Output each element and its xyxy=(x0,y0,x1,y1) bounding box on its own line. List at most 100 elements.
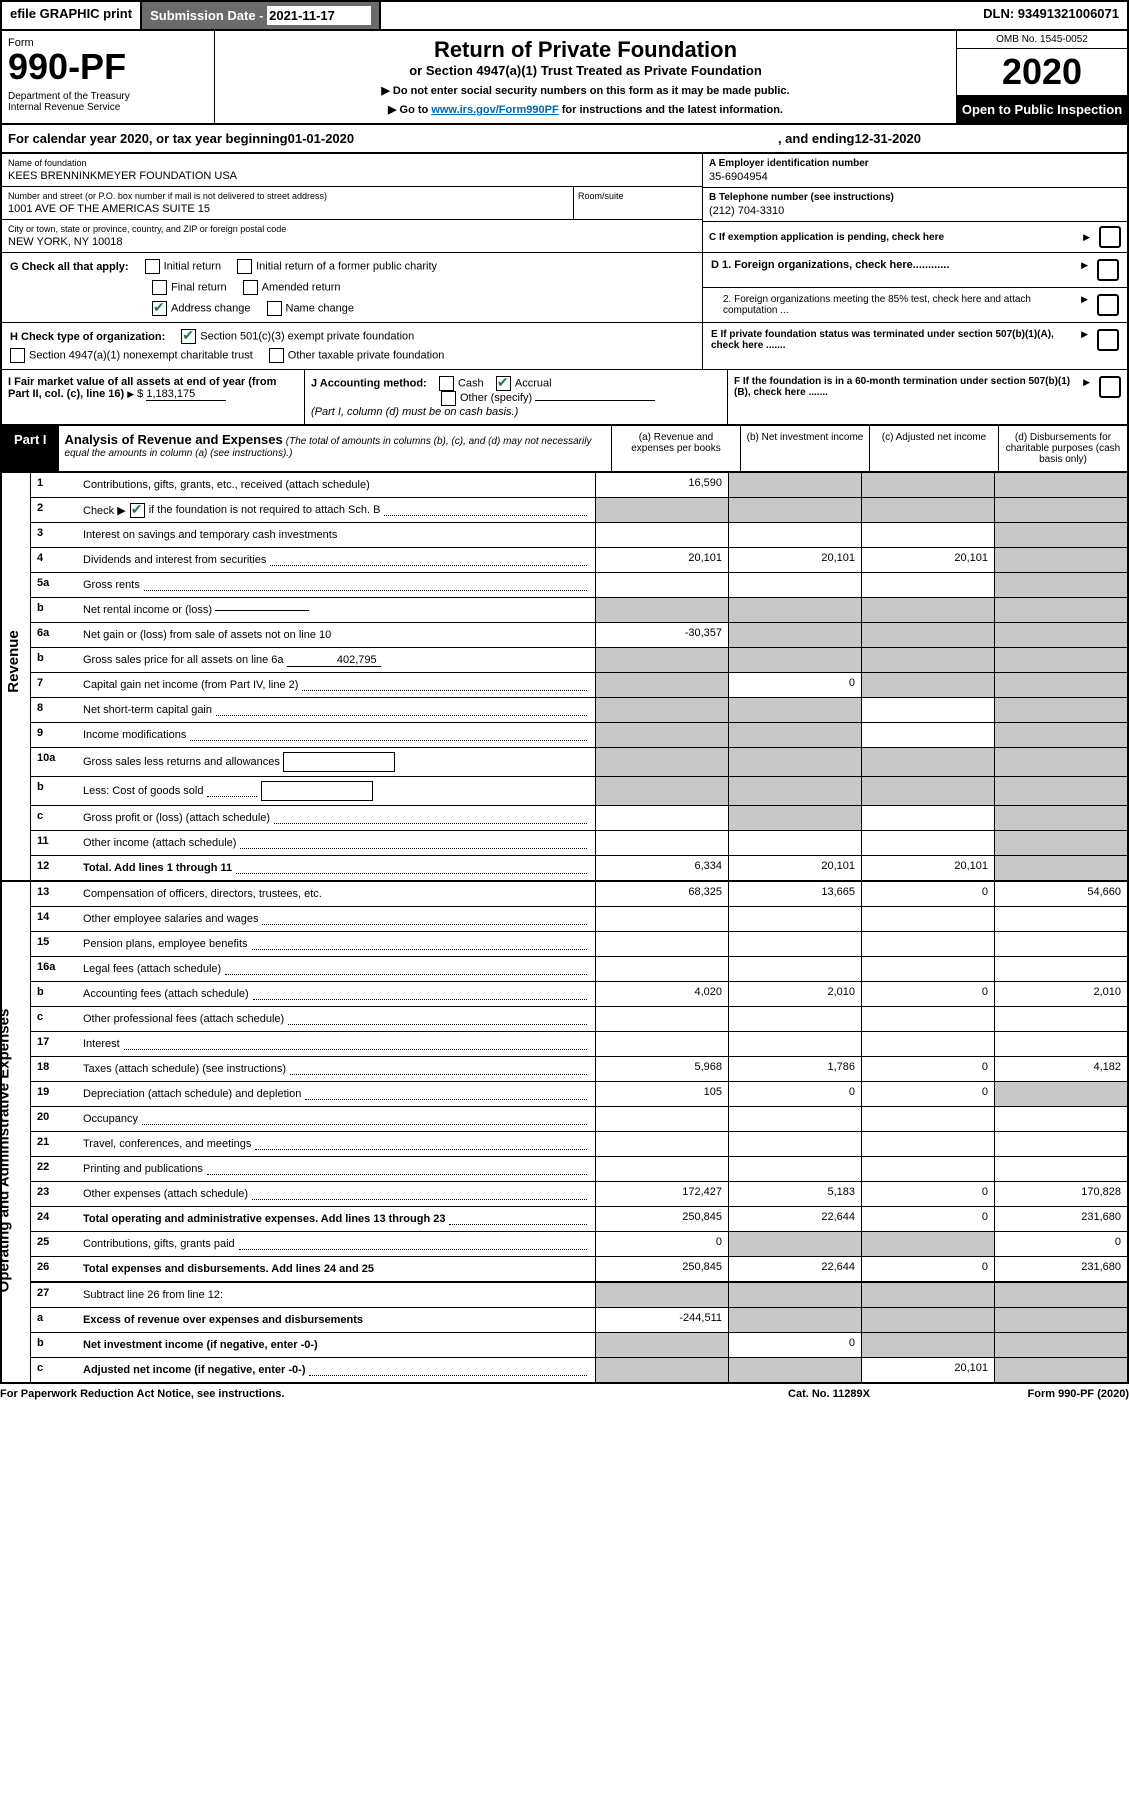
line-desc: Occupancy xyxy=(79,1107,595,1131)
row-20: 20 Occupancy xyxy=(31,1107,1127,1132)
h-label: H Check type of organization: xyxy=(10,331,165,343)
h-501c3-checkbox[interactable] xyxy=(181,329,196,344)
line-num: 21 xyxy=(31,1132,79,1156)
fmv-right: F If the foundation is in a 60-month ter… xyxy=(728,370,1127,424)
row-27a: a Excess of revenue over expenses and di… xyxy=(31,1308,1127,1333)
val-b: 0 xyxy=(728,1082,861,1106)
line-desc: Gross sales less returns and allowances xyxy=(79,748,595,776)
desc: Other expenses (attach schedule) xyxy=(83,1188,248,1200)
j-accrual-checkbox[interactable] xyxy=(496,376,511,391)
form-number: 990-PF xyxy=(8,49,208,85)
val-d xyxy=(994,548,1127,572)
line-desc: Gross sales price for all assets on line… xyxy=(79,648,595,672)
g-amended-checkbox[interactable] xyxy=(243,280,258,295)
val-b: 5,183 xyxy=(728,1182,861,1206)
street-value: 1001 AVE OF THE AMERICAS SUITE 15 xyxy=(8,203,567,215)
f-checkbox[interactable] xyxy=(1099,376,1121,398)
g-initial-former-checkbox[interactable] xyxy=(237,259,252,274)
val-c xyxy=(861,1032,994,1056)
val-c xyxy=(861,523,994,547)
ein-value: 35-6904954 xyxy=(709,171,1121,183)
val-b: 13,665 xyxy=(728,882,861,906)
val-a xyxy=(595,748,728,776)
val-d xyxy=(994,1157,1127,1181)
g-name-checkbox[interactable] xyxy=(267,301,282,316)
h-other-checkbox[interactable] xyxy=(269,348,284,363)
line-desc: Net rental income or (loss) xyxy=(79,598,595,622)
val-a: 5,968 xyxy=(595,1057,728,1081)
dept-label: Department of the Treasury Internal Reve… xyxy=(8,91,208,113)
j-cash-checkbox[interactable] xyxy=(439,376,454,391)
c-checkbox[interactable] xyxy=(1099,226,1121,248)
val-b xyxy=(728,1232,861,1256)
line-desc: Total operating and administrative expen… xyxy=(79,1207,595,1231)
val-d xyxy=(994,473,1127,497)
val-a xyxy=(595,648,728,672)
line-num: a xyxy=(31,1308,79,1332)
d2-checkbox[interactable] xyxy=(1097,294,1119,316)
row-12: 12 Total. Add lines 1 through 11 6,334 2… xyxy=(31,856,1127,880)
val-c xyxy=(861,473,994,497)
footer-right: Form 990-PF (2020) xyxy=(929,1388,1129,1400)
form-link[interactable]: www.irs.gov/Form990PF xyxy=(431,104,558,116)
val-d: 231,680 xyxy=(994,1257,1127,1281)
input-box xyxy=(261,781,373,801)
line-num: 18 xyxy=(31,1057,79,1081)
val-b xyxy=(728,1283,861,1307)
val-b xyxy=(728,523,861,547)
header-title: Return of Private Foundation xyxy=(221,37,950,63)
val-c: 0 xyxy=(861,1082,994,1106)
schb-checkbox[interactable] xyxy=(130,503,145,518)
line-num: 25 xyxy=(31,1232,79,1256)
e-row: E If private foundation status was termi… xyxy=(703,323,1127,357)
g-initial-checkbox[interactable] xyxy=(145,259,160,274)
val-c xyxy=(861,831,994,855)
val-b: 0 xyxy=(728,1333,861,1357)
j-note: (Part I, column (d) must be on cash basi… xyxy=(311,406,518,418)
e-checkbox[interactable] xyxy=(1097,329,1119,351)
col-c-header: (c) Adjusted net income xyxy=(870,426,999,471)
desc: Capital gain net income (from Part IV, l… xyxy=(83,679,298,691)
arrow-icon xyxy=(127,388,137,400)
val-c xyxy=(861,623,994,647)
line-desc: Less: Cost of goods sold xyxy=(79,777,595,805)
calendar-row: For calendar year 2020, or tax year begi… xyxy=(0,125,1129,154)
room-label: Room/suite xyxy=(578,191,698,201)
j-other-checkbox[interactable] xyxy=(441,391,456,406)
dln-label: DLN: 93491321006071 xyxy=(975,2,1127,29)
row-26: 26 Total expenses and disbursements. Add… xyxy=(31,1257,1127,1283)
tax-year: 2020 xyxy=(957,49,1127,96)
val-b xyxy=(728,498,861,522)
top-bar: efile GRAPHIC print Submission Date - DL… xyxy=(0,0,1129,31)
ein-label: A Employer identification number xyxy=(709,158,1121,169)
val-a xyxy=(595,957,728,981)
line-num: b xyxy=(31,982,79,1006)
header-subtitle: or Section 4947(a)(1) Trust Treated as P… xyxy=(221,63,950,78)
input-box xyxy=(283,752,395,772)
line-desc: Travel, conferences, and meetings xyxy=(79,1132,595,1156)
submission-date-input[interactable] xyxy=(267,6,371,25)
h-4947-checkbox[interactable] xyxy=(10,348,25,363)
val-b xyxy=(728,831,861,855)
g-final: Final return xyxy=(171,281,227,293)
line-num: 22 xyxy=(31,1157,79,1181)
fmv-section: I Fair market value of all assets at end… xyxy=(0,370,1129,426)
g-address-checkbox[interactable] xyxy=(152,301,167,316)
line-num: 24 xyxy=(31,1207,79,1231)
row-10a: 10a Gross sales less returns and allowan… xyxy=(31,748,1127,777)
line-desc: Excess of revenue over expenses and disb… xyxy=(79,1308,595,1332)
row-3: 3 Interest on savings and temporary cash… xyxy=(31,523,1127,548)
row-9: 9 Income modifications xyxy=(31,723,1127,748)
val-c xyxy=(861,598,994,622)
d1-checkbox[interactable] xyxy=(1097,259,1119,281)
line-desc: Capital gain net income (from Part IV, l… xyxy=(79,673,595,697)
row-2: 2 Check ▶ if the foundation is not requi… xyxy=(31,498,1127,523)
j-accrual: Accrual xyxy=(515,377,552,389)
desc: Gross rents xyxy=(83,579,140,591)
j-label: J Accounting method: xyxy=(311,377,427,389)
val-d: 170,828 xyxy=(994,1182,1127,1206)
val-d xyxy=(994,623,1127,647)
g-final-checkbox[interactable] xyxy=(152,280,167,295)
line-num: 7 xyxy=(31,673,79,697)
line-num: 8 xyxy=(31,698,79,722)
